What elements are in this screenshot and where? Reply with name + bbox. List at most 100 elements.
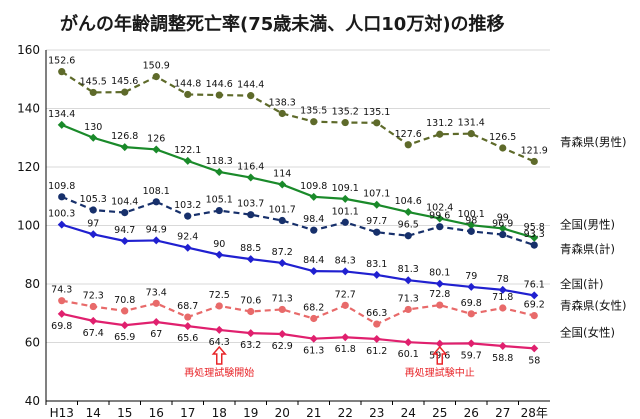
data-point: [57, 220, 66, 229]
data-label: 144.8: [174, 78, 201, 89]
y-tick-label: 80: [25, 277, 40, 291]
data-label: 93.3: [524, 229, 545, 240]
data-label: 83.1: [366, 259, 387, 270]
data-point: [530, 241, 538, 249]
data-point: [404, 208, 413, 217]
data-point: [120, 143, 129, 152]
data-point: [341, 118, 349, 127]
axes: 40 60 80 100 120 140 160 H13 14 15 16 17 18 19 20 21 22 2…: [17, 43, 550, 419]
data-point: [278, 109, 286, 118]
data-label: 96.5: [398, 220, 419, 231]
data-label: 108.1: [143, 186, 170, 197]
data-label: 134.4: [48, 109, 75, 120]
data-point: [309, 192, 318, 201]
data-point: [152, 145, 161, 154]
data-label: 96.9: [492, 219, 513, 230]
data-label: 127.6: [395, 129, 422, 140]
x-tick-label: 22: [338, 406, 353, 419]
data-point: [58, 68, 66, 76]
up-arrow-icon: [211, 345, 227, 365]
data-point: [372, 270, 381, 279]
data-point: [184, 90, 192, 99]
data-label: 81.3: [398, 264, 419, 275]
series-name-label: 全国(計): [560, 277, 603, 291]
data-label: 70.6: [240, 295, 261, 306]
series-line: [61, 195, 535, 247]
data-label: 135.1: [363, 107, 390, 118]
data-label: 58: [528, 355, 540, 366]
data-label: 72.3: [83, 291, 104, 302]
data-point: [498, 342, 507, 351]
data-point: [246, 329, 255, 338]
x-tick-label: 20: [275, 406, 290, 419]
data-point: [498, 224, 507, 233]
x-tick-label: 28年: [521, 406, 548, 419]
x-tick-label: 23: [369, 406, 384, 419]
data-point: [57, 120, 66, 129]
data-label: 71.8: [492, 292, 513, 303]
data-label: 72.7: [335, 289, 356, 300]
data-label: 118.3: [206, 156, 233, 167]
data-label: 84.3: [335, 255, 356, 266]
data-point: [215, 325, 224, 334]
data-label: 138.3: [269, 97, 296, 108]
series-line: [61, 299, 535, 326]
data-point: [309, 267, 318, 276]
data-label: 126.5: [489, 132, 516, 143]
data-point: [436, 223, 444, 231]
data-point: [499, 304, 507, 312]
series-line: [61, 312, 535, 350]
data-label: 94.7: [114, 225, 135, 236]
data-point: [183, 322, 192, 331]
data-label: 102.4: [426, 202, 453, 213]
data-label: 61.3: [303, 346, 324, 357]
data-label: 68.2: [303, 303, 324, 314]
data-label: 95.8: [524, 222, 545, 233]
data-label: 152.6: [48, 56, 75, 67]
annotation-1: 再処理試験開始: [184, 345, 254, 379]
data-label: 61.8: [335, 344, 356, 355]
data-point: [89, 88, 97, 97]
series-name-label: 青森県(計): [560, 242, 615, 256]
data-point: [530, 344, 539, 353]
data-point: [530, 233, 539, 242]
data-label: 135.2: [332, 107, 359, 118]
data-label: 101.1: [332, 206, 359, 217]
x-tick-label: 24: [401, 406, 416, 419]
data-point: [247, 211, 255, 219]
annotation-2: 再処理試験中止: [405, 345, 475, 379]
data-point: [152, 73, 160, 81]
data-point: [89, 316, 98, 325]
data-label: 144.6: [206, 79, 233, 90]
x-tick-label: 15: [117, 406, 132, 419]
data-label: 84.4: [303, 255, 324, 266]
data-point: [278, 330, 287, 339]
series-layer: 152.6 145.5 145.6 150.9 144.8 144.6 144.4 138.3…: [48, 56, 626, 367]
data-label: 78: [497, 274, 509, 285]
data-point: [499, 230, 507, 239]
data-label: 62.9: [272, 341, 293, 352]
data-point: [530, 157, 538, 166]
data-point: [89, 133, 98, 142]
data-point: [373, 228, 381, 236]
annotations: 再処理試験開始 再処理試験中止: [184, 345, 475, 379]
data-point: [215, 91, 223, 99]
data-point: [89, 230, 98, 239]
data-point: [436, 301, 444, 309]
data-label: 71.3: [272, 293, 293, 304]
x-tick-label: 16: [149, 406, 164, 419]
x-tick-label: 26: [464, 406, 479, 419]
data-point: [467, 310, 475, 318]
data-label: 98: [465, 215, 477, 226]
x-tick-label: H13: [50, 406, 74, 419]
x-tick-label: 25: [432, 406, 447, 419]
data-label: 59.6: [429, 351, 450, 362]
data-point: [247, 92, 255, 100]
x-tick-label: 14: [86, 406, 101, 419]
data-point: [278, 180, 287, 189]
data-label: 109.8: [48, 181, 75, 192]
data-label: 103.2: [174, 200, 201, 211]
data-point: [309, 334, 318, 343]
data-label: 65.6: [177, 333, 198, 344]
